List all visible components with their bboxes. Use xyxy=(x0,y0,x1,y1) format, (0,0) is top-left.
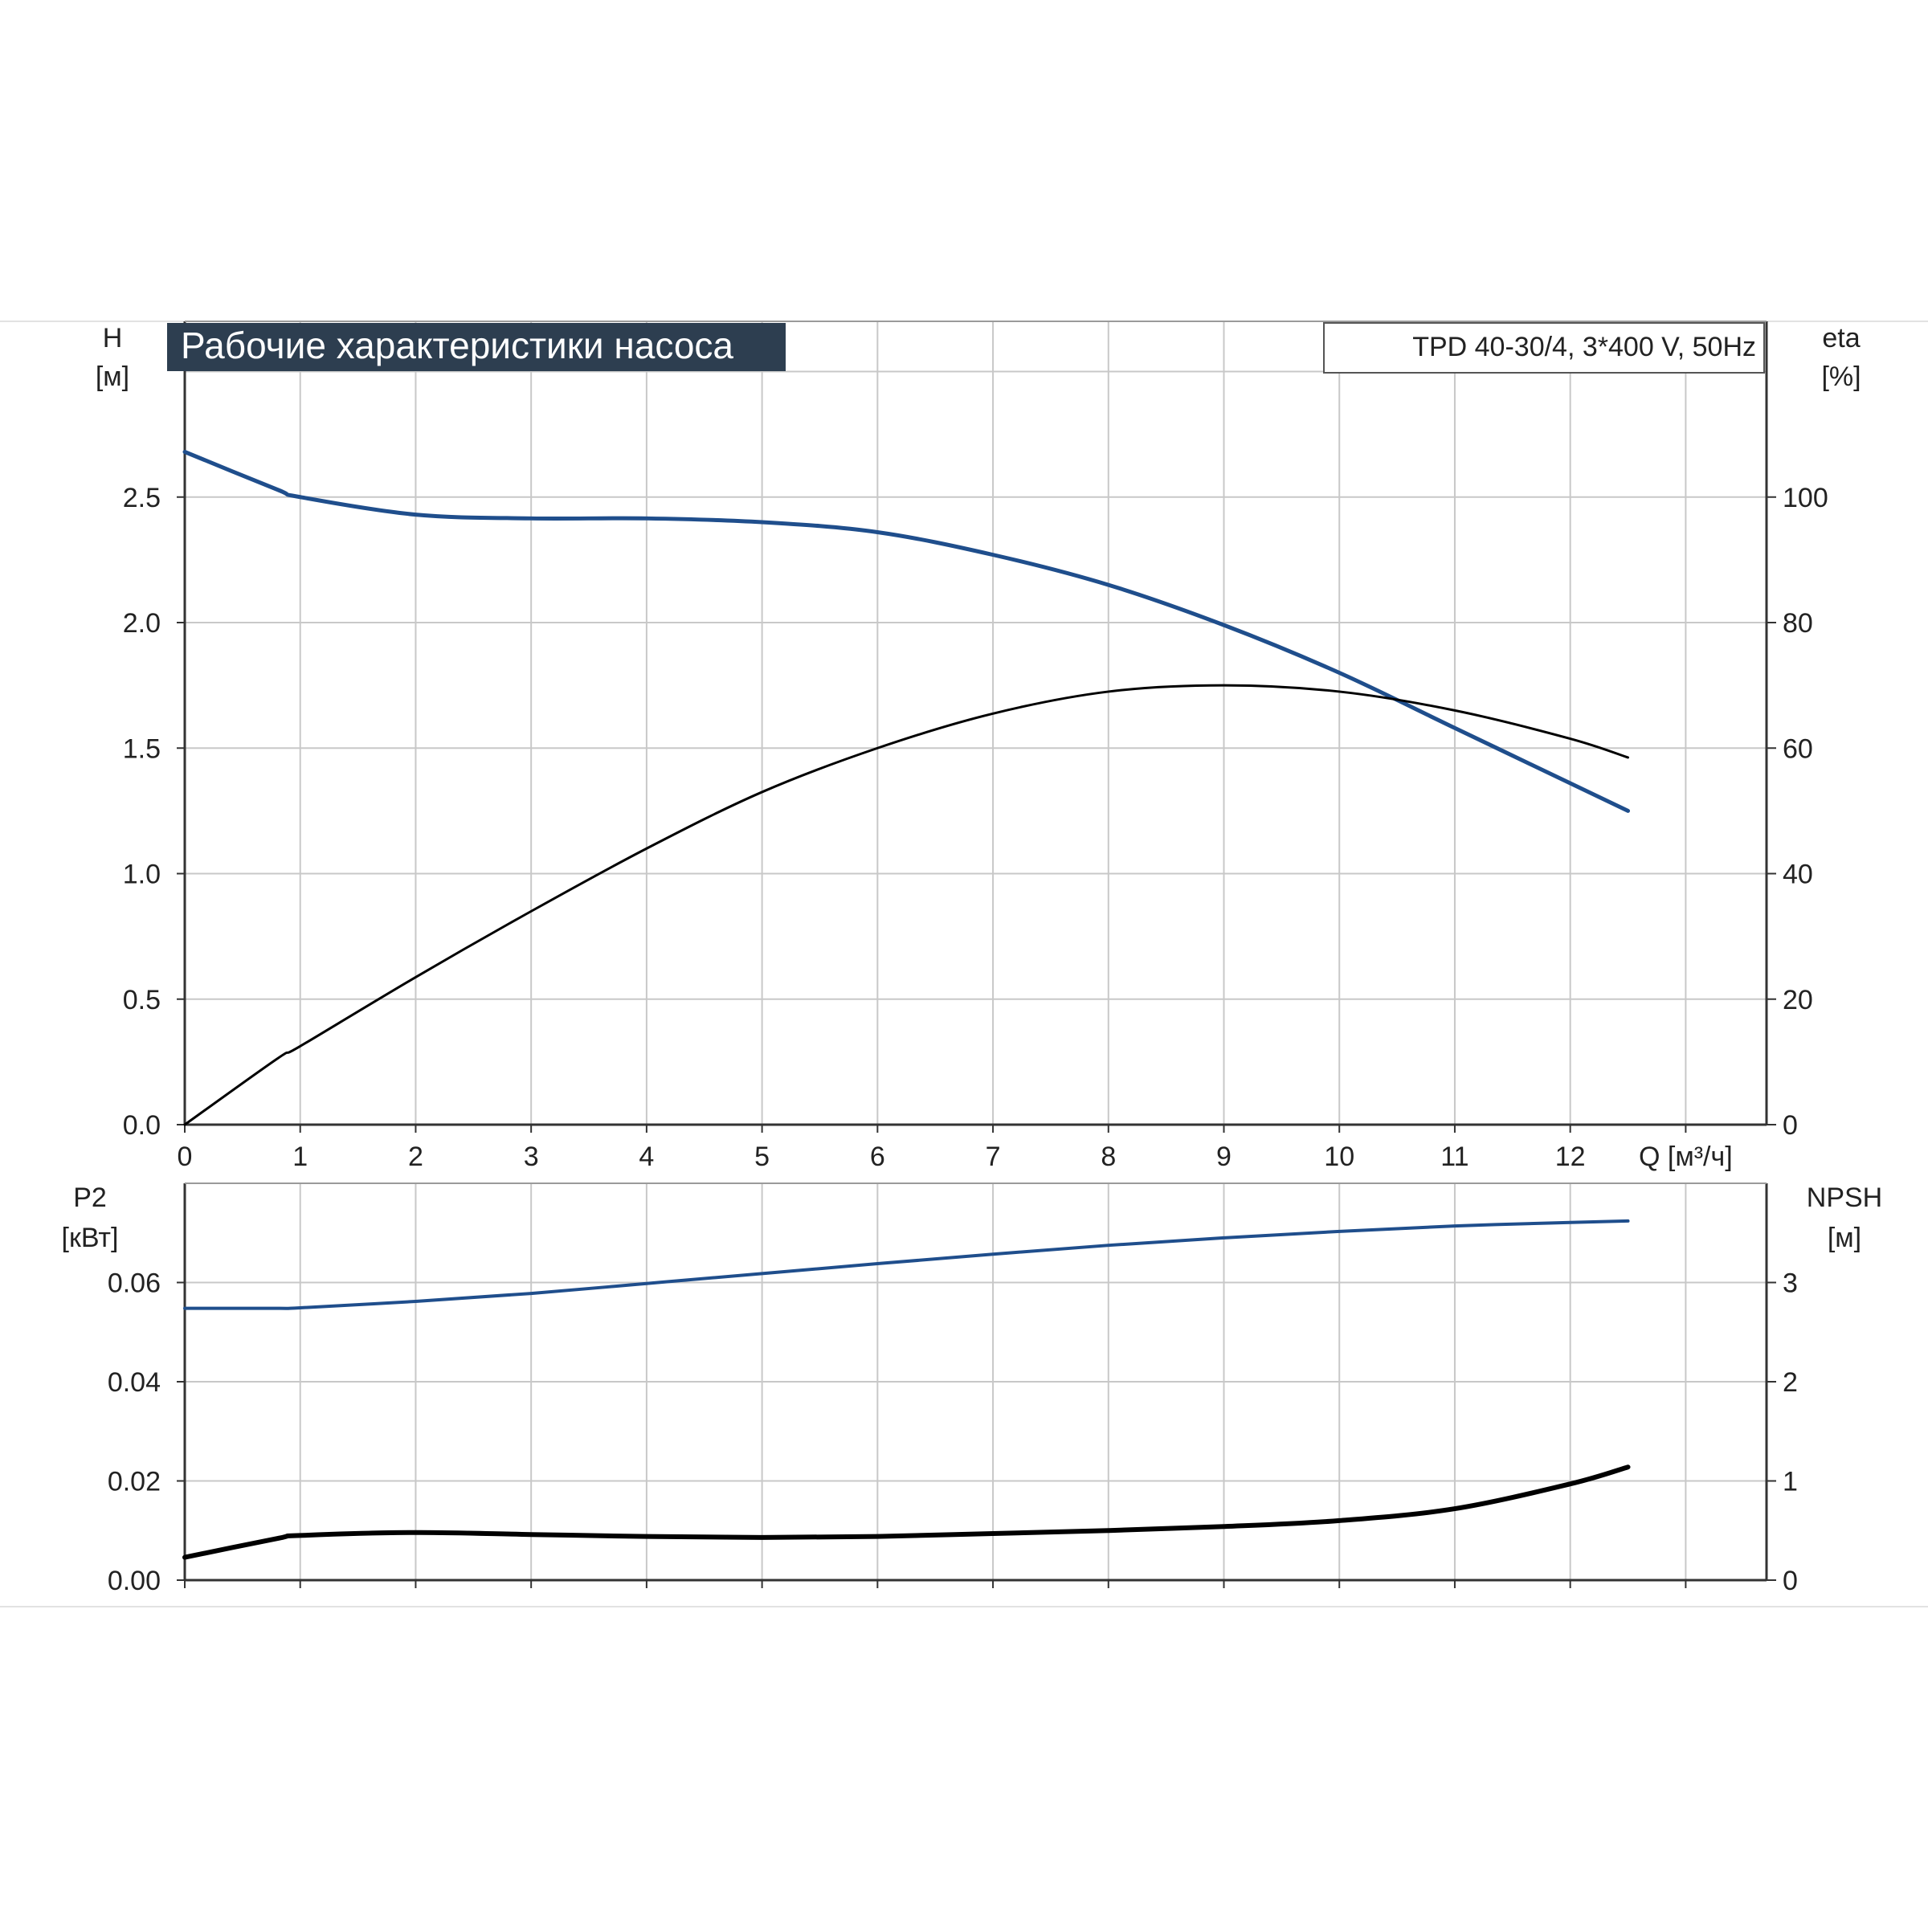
head-chart-right-tick-label: 80 xyxy=(1783,608,1813,639)
head-chart-right-tick-label: 20 xyxy=(1783,985,1813,1015)
power-chart-right-tick-label: 0 xyxy=(1783,1566,1798,1596)
x-tick-label: 11 xyxy=(1440,1142,1468,1172)
x-tick-label: 3 xyxy=(524,1142,539,1172)
npsh-curve xyxy=(182,1464,1631,1560)
chart-title-box: Рабочие характеристики насоса xyxy=(167,323,786,371)
x-tick-label: 12 xyxy=(1555,1142,1586,1172)
head-chart-left-tick-label: 2.0 xyxy=(123,608,161,639)
power-chart-right-tick-label: 1 xyxy=(1783,1467,1798,1497)
x-tick-label: 4 xyxy=(639,1142,654,1172)
efficiency-axis-title: eta xyxy=(1822,323,1860,353)
head-chart-right-tick-label: 100 xyxy=(1783,483,1828,513)
power-axis-unit: [кВт] xyxy=(62,1223,119,1253)
power-axis-title: P2 xyxy=(73,1182,107,1213)
efficiency-axis-unit: [%] xyxy=(1821,361,1861,392)
head-chart-left-tick-label: 1.5 xyxy=(123,733,161,764)
flow-axis-title: Q [м³/ч] xyxy=(1639,1142,1733,1172)
x-tick-label: 9 xyxy=(1216,1142,1232,1172)
title-background xyxy=(167,323,786,371)
x-tick-label: 5 xyxy=(754,1142,770,1172)
power-chart-left-tick-label: 0.02 xyxy=(108,1467,161,1497)
power-chart-left-tick-label: 0.00 xyxy=(108,1566,161,1596)
power-curve xyxy=(183,1219,1630,1310)
head-chart-left-tick-label: 0.0 xyxy=(123,1110,161,1141)
pump-model-label: TPD 40-30/4, 3*400 V, 50Hz xyxy=(1412,332,1756,362)
power-npsh-panel: 0.00 0.02 0.04 0.06 0 1 2 3 xyxy=(108,1182,1798,1596)
x-tick-label: 2 xyxy=(408,1142,423,1172)
head-chart-right-tick-label: 40 xyxy=(1783,860,1813,890)
head-curve xyxy=(182,450,1631,813)
x-tick-label: 10 xyxy=(1324,1142,1354,1172)
head-chart-right-tick-label: 0 xyxy=(1783,1110,1798,1141)
chart-title: Рабочие характеристики насоса xyxy=(181,325,733,366)
npsh-axis-unit: [м] xyxy=(1828,1223,1861,1253)
head-chart-right-tick-label: 60 xyxy=(1783,733,1813,764)
efficiency-curve xyxy=(183,684,1630,1126)
x-tick-label: 1 xyxy=(292,1142,308,1172)
head-axis-title: H xyxy=(103,323,123,353)
x-tick-label: 0 xyxy=(178,1142,193,1172)
pump-model-box: TPD 40-30/4, 3*400 V, 50Hz xyxy=(1323,322,1765,374)
x-tick-label: 7 xyxy=(986,1142,1001,1172)
head-chart-left-tick-label: 0.5 xyxy=(123,985,161,1015)
npsh-axis-title: NPSH xyxy=(1807,1182,1882,1213)
power-chart-right-tick-label: 3 xyxy=(1783,1268,1798,1299)
head-chart-left-tick-label: 2.5 xyxy=(123,483,161,513)
model-background xyxy=(1323,322,1765,374)
power-chart-left-tick-label: 0.04 xyxy=(108,1367,161,1398)
head-axis-unit: [м] xyxy=(96,361,129,392)
power-chart-left-tick-label: 0.06 xyxy=(108,1268,161,1299)
power-chart-right-tick-label: 2 xyxy=(1783,1367,1798,1398)
x-tick-label: 8 xyxy=(1101,1142,1116,1172)
x-tick-label: 6 xyxy=(870,1142,885,1172)
head-chart-left-tick-label: 1.0 xyxy=(123,860,161,890)
